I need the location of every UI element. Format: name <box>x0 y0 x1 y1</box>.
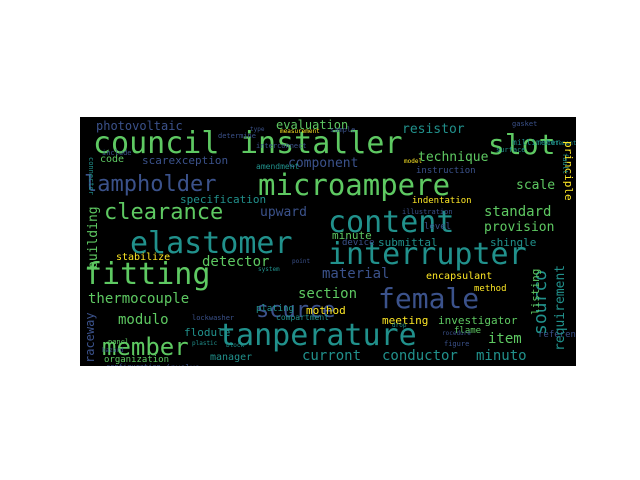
word-shingle: shingle <box>490 236 537 249</box>
word-modulo: modulo <box>118 312 169 328</box>
word-material: material <box>322 266 390 282</box>
word-code: code <box>100 154 125 165</box>
word-clearance: clearance <box>104 200 224 225</box>
word-lockwasher: lockwasher <box>192 314 235 322</box>
word-surface: surface <box>496 146 526 154</box>
word-microampere: microampere <box>258 168 451 202</box>
word-rocedure: rocedure <box>442 330 471 337</box>
word-standard: standard <box>484 204 552 220</box>
word-include: include <box>102 149 132 157</box>
word-tanperature: tanperature <box>218 318 417 353</box>
word-minute: minute <box>332 229 372 242</box>
word-gasket: gasket <box>512 120 538 128</box>
word-female: female <box>378 282 480 315</box>
word-configuration: configuration <box>106 364 161 367</box>
word-submittal: submittal <box>378 236 438 249</box>
word-elastomer: elastomer <box>130 226 293 261</box>
word-content: content <box>328 205 455 240</box>
word-measurement: measurement <box>280 128 320 135</box>
word-evaluation: evaluation <box>276 118 349 132</box>
word-drop: drop <box>392 322 407 329</box>
word-method: method <box>474 284 507 294</box>
word-section: section <box>298 286 358 302</box>
word-compartment: compartment <box>276 313 329 322</box>
word-upward: upward <box>260 205 307 220</box>
word-scale: scale <box>516 178 556 193</box>
word-block: block <box>226 342 245 349</box>
word-thermocouple: thermocouple <box>88 291 190 307</box>
word-listing: listing <box>529 268 542 315</box>
word-conductor: conductor <box>382 348 458 364</box>
word-photovoltaic: photovoltaic <box>96 119 183 133</box>
word-scarexception: scarexception <box>142 154 229 167</box>
word-fault: fault <box>561 153 569 175</box>
word-plating: plating <box>256 304 294 314</box>
word-scurce: scurce <box>256 298 336 323</box>
word-member: member <box>102 333 189 361</box>
word-plastic: plastic <box>192 340 218 347</box>
word-interrupter: interrupter <box>328 237 527 272</box>
word-meeting: meeting <box>382 314 429 327</box>
word-lampholder: lampholder <box>84 172 217 197</box>
word-curront: curront <box>302 348 362 364</box>
word-cloud: council installer slot lampholder microa… <box>80 117 576 366</box>
word-mothod: mothod <box>306 304 346 317</box>
word-hazard: hazard <box>102 347 124 354</box>
word-type: type <box>250 126 265 133</box>
word-point: point <box>292 258 311 265</box>
word-specification: specification <box>180 193 267 206</box>
word-amendment: amendment <box>256 162 300 171</box>
word-model: model <box>404 158 423 165</box>
word-requirement: requirement <box>553 264 568 351</box>
word-component: component <box>288 156 359 171</box>
word-fitting: fitting <box>84 257 211 292</box>
word-reference: reference <box>538 330 576 340</box>
word-building: building <box>86 206 101 269</box>
word-millimeter: millimeter <box>512 138 561 147</box>
word-manager: manager <box>210 352 253 363</box>
word-pancl: pancl <box>108 338 130 346</box>
word-detector: detector <box>202 254 270 270</box>
word-organization: organization <box>104 355 170 365</box>
word-flodule: flodule <box>184 326 231 339</box>
word-instruction: instruction <box>416 166 476 176</box>
word-provision: provision <box>484 220 555 235</box>
word-interconnect: interconnect <box>256 142 307 150</box>
word-system: system <box>258 266 280 273</box>
word-determine: determine <box>218 132 256 140</box>
word-council: council <box>93 126 220 161</box>
word-sample: sample <box>330 126 356 134</box>
word-statement: statement <box>544 140 576 147</box>
word-item: item <box>488 331 522 347</box>
word-stabilize: stabilize <box>116 252 171 263</box>
word-raceway: raceway <box>83 312 97 363</box>
word-connector: connector <box>87 157 95 195</box>
word-investigator: investigator <box>438 314 518 327</box>
word-indentation: indentation <box>412 196 472 206</box>
word-technique: technique <box>418 150 489 165</box>
word-resistor: resistor <box>402 122 465 137</box>
word-slot: slot <box>488 128 556 161</box>
word-figure: figure <box>444 340 470 348</box>
word-involve: involve <box>166 364 200 367</box>
word-illustration: illustration <box>402 208 453 216</box>
word-encapsulant: encapsulant <box>426 271 493 282</box>
word-flame: flame <box>454 326 482 336</box>
word-device: device <box>342 238 375 248</box>
word-minuto: minuto <box>476 348 527 364</box>
word-level: level <box>424 222 452 232</box>
word-installer: installer <box>240 126 403 161</box>
